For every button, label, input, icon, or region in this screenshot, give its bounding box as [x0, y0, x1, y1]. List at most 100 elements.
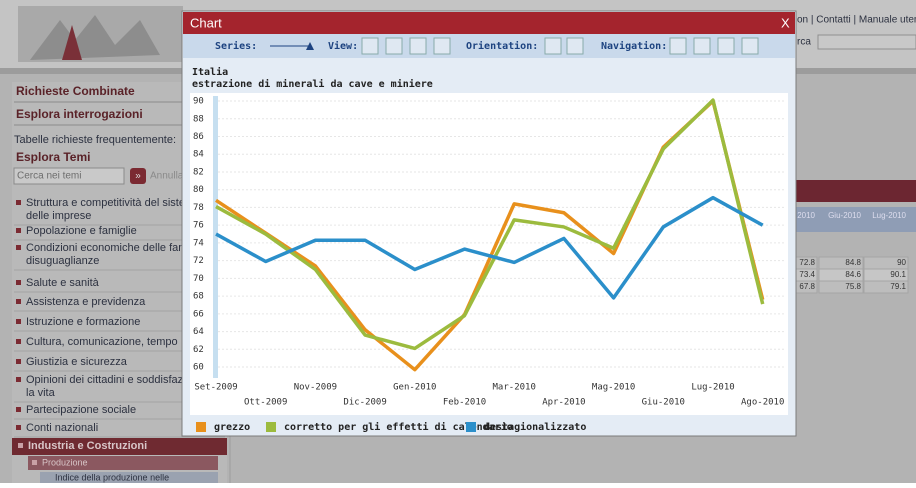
y-tick-label: 62	[193, 345, 204, 355]
slider-handle[interactable]	[306, 42, 314, 50]
toolbar-label: Series:	[215, 40, 257, 52]
topic-link[interactable]: Istruzione e formazione	[26, 316, 140, 328]
y-axis-bar	[213, 96, 218, 378]
legend-swatch	[196, 422, 206, 432]
bullet	[16, 245, 21, 250]
table-cell	[818, 280, 864, 294]
table-value: 79.1	[890, 282, 906, 291]
table-bar	[795, 180, 916, 202]
toolbar-label: View:	[328, 40, 358, 52]
table-header: Lug-2010	[872, 211, 906, 220]
nav-first-button[interactable]	[669, 37, 687, 55]
section-title[interactable]: Esplora interrogazioni	[16, 107, 143, 121]
y-tick-label: 64	[193, 327, 204, 337]
y-tick-label: 66	[193, 309, 204, 319]
view-pie-button[interactable]	[409, 37, 427, 55]
theme-search[interactable]	[13, 167, 125, 185]
sub-item[interactable]: Indice della produzione nelle	[55, 472, 169, 482]
bullet	[16, 280, 21, 285]
y-tick-label: 76	[193, 221, 204, 231]
bullet	[32, 460, 37, 465]
chart-subtitle: estrazione di minerali da cave e miniere	[192, 78, 433, 90]
x-tick-label: Ago-2010	[741, 398, 784, 408]
y-tick-label: 68	[193, 292, 204, 302]
x-tick-label: Feb-2010	[443, 398, 486, 408]
topic-link[interactable]: Condizioni economiche delle fam	[26, 242, 187, 254]
x-tick-label: Set-2009	[194, 383, 237, 393]
topic-link[interactable]: Opinioni dei cittadini e soddisfaz	[26, 374, 183, 386]
view-line-button[interactable]	[361, 37, 379, 55]
topic-link[interactable]: Assistenza e previdenza	[26, 296, 146, 308]
topic-link[interactable]: disuguaglianze	[26, 255, 99, 267]
topic-link[interactable]: Struttura e competitività del siste	[26, 197, 185, 209]
section-title[interactable]: Esplora Temi	[16, 150, 90, 164]
table-value: 72.8	[799, 258, 815, 267]
active-topic[interactable]: Industria e Costruzioni	[28, 440, 147, 452]
active-topic-bg	[12, 438, 227, 455]
topic-link[interactable]: delle imprese	[26, 210, 91, 222]
topic-link[interactable]: Conti nazionali	[26, 422, 98, 434]
legend-label[interactable]: destagionalizzato	[484, 421, 586, 433]
cancel-link[interactable]: Annulla	[150, 171, 184, 182]
orientation-h-button[interactable]	[544, 37, 562, 55]
search-button-label: »	[135, 171, 141, 182]
nav-pause-button[interactable]	[741, 37, 759, 55]
topic-link[interactable]: Cultura, comunicazione, tempo l	[26, 336, 183, 348]
theme-search-placeholder: Cerca nei temi	[17, 171, 81, 182]
search-input[interactable]	[817, 34, 916, 50]
table-value: 75.8	[845, 282, 861, 291]
section-title[interactable]: Richieste Combinate	[16, 84, 135, 98]
search-button[interactable]	[130, 168, 146, 184]
close-button[interactable]: X	[781, 15, 790, 30]
bullet	[16, 339, 21, 344]
y-tick-label: 60	[193, 363, 204, 373]
frequent-label: Tabelle richieste frequentemente:	[14, 134, 176, 146]
bullet	[16, 407, 21, 412]
table-header: Giu-2010	[828, 211, 861, 220]
topic-link[interactable]: Giustizia e sicurezza	[26, 356, 128, 368]
sub-topic[interactable]: Produzione	[42, 457, 88, 467]
topic-link[interactable]: Salute e sanità	[26, 277, 100, 289]
logo-figure	[62, 25, 82, 60]
nav-play-button[interactable]	[717, 37, 735, 55]
bullet	[16, 228, 21, 233]
nav-next-button[interactable]	[693, 37, 711, 55]
y-tick-label: 84	[193, 150, 204, 160]
x-tick-label: Ott-2009	[244, 398, 287, 408]
dialog-titlebar	[183, 12, 795, 34]
table-header: 2010	[797, 211, 815, 220]
topic-link[interactable]: Partecipazione sociale	[26, 404, 136, 416]
y-tick-label: 88	[193, 114, 204, 124]
bullet	[16, 299, 21, 304]
y-tick-label: 80	[193, 185, 204, 195]
bullet	[16, 319, 21, 324]
x-tick-label: Mag-2010	[592, 383, 635, 393]
bullet	[16, 377, 21, 382]
sub-topic-bg	[28, 456, 218, 470]
chart-title: Italia	[192, 66, 228, 78]
logo-figures	[30, 15, 160, 60]
view-table-button[interactable]	[433, 37, 451, 55]
table-cell	[863, 280, 909, 294]
table-value: 67.8	[799, 282, 815, 291]
view-bar-button[interactable]	[385, 37, 403, 55]
x-tick-label: Lug-2010	[691, 383, 734, 393]
toolbar-label: Orientation:	[466, 40, 538, 52]
bullet	[16, 359, 21, 364]
legend-label[interactable]: grezzo	[214, 422, 250, 433]
legend-swatch	[466, 422, 476, 432]
search-label: rca	[797, 37, 811, 48]
orientation-v-button[interactable]	[566, 37, 584, 55]
x-tick-label: Apr-2010	[542, 398, 585, 408]
topic-link[interactable]: la vita	[26, 387, 56, 399]
topic-link[interactable]: Popolazione e famiglie	[26, 225, 137, 237]
legend-label[interactable]: corretto per gli effetti di calendario	[284, 421, 513, 433]
x-tick-label: Gen-2010	[393, 383, 436, 393]
bullet	[16, 425, 21, 430]
y-tick-label: 70	[193, 274, 204, 284]
table-value: 90	[897, 258, 906, 267]
y-tick-label: 72	[193, 256, 204, 266]
x-tick-label: Nov-2009	[294, 383, 337, 393]
header-links[interactable]: on | Contatti | Manuale uten	[797, 15, 916, 26]
